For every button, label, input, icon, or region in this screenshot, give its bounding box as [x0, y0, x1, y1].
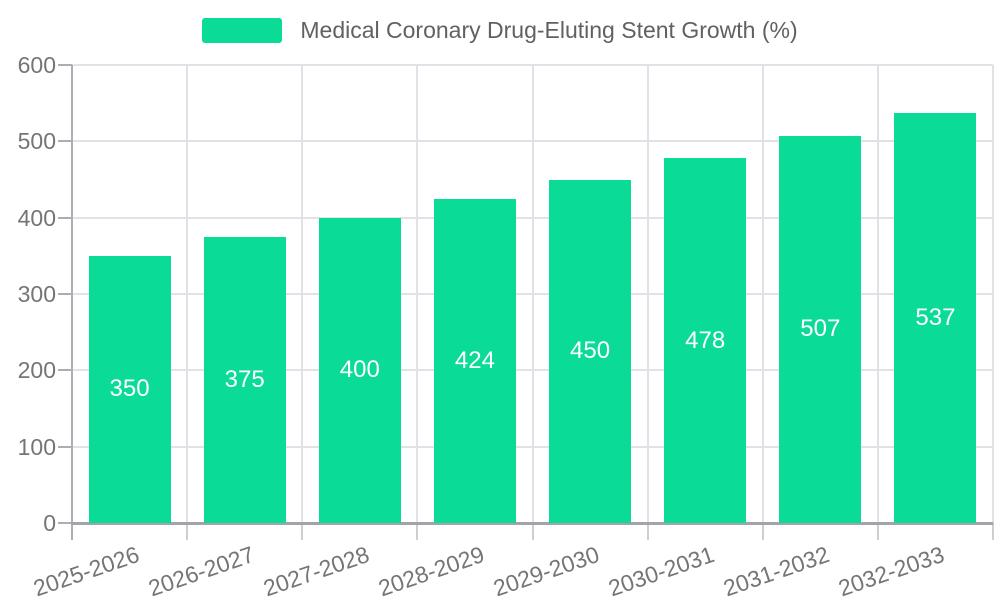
- y-axis-tick: [58, 64, 72, 66]
- bar[interactable]: 424: [433, 199, 516, 523]
- legend-label[interactable]: Medical Coronary Drug-Eluting Stent Grow…: [300, 17, 798, 43]
- x-axis-tick-label: 2028-2029: [374, 541, 488, 600]
- y-axis-tick-label: 600: [17, 52, 56, 78]
- y-axis-tick-label: 500: [17, 128, 56, 155]
- x-axis-tick-label: 2025-2026: [29, 541, 143, 600]
- y-axis-tick-label: 100: [17, 433, 56, 460]
- y-axis-tick: [58, 140, 72, 143]
- gridline-vertical: [186, 65, 189, 523]
- gridline-vertical: [876, 65, 879, 523]
- bar[interactable]: 450: [549, 179, 632, 523]
- bar-value-label: 424: [454, 347, 495, 375]
- x-axis-tick-label: 2029-2030: [490, 541, 603, 600]
- y-axis-tick-label: 300: [17, 281, 56, 307]
- x-axis-tick: [876, 523, 879, 540]
- legend-swatch[interactable]: [202, 18, 283, 43]
- bar-value-label: 507: [800, 315, 841, 343]
- x-axis-tick: [761, 523, 764, 540]
- x-axis-tick-label: 2032-2033: [835, 541, 948, 600]
- bar-value-label: 450: [570, 337, 611, 365]
- bar[interactable]: 478: [664, 158, 747, 523]
- bar[interactable]: 400: [318, 217, 401, 523]
- x-axis-tick-label: 2026-2027: [144, 541, 258, 600]
- y-axis-tick-label: 200: [17, 357, 56, 384]
- x-axis-tick: [416, 523, 419, 540]
- gridline-vertical: [531, 65, 534, 523]
- bar-value-label: 350: [109, 375, 150, 403]
- y-axis-tick: [58, 522, 72, 524]
- bar[interactable]: 537: [894, 113, 977, 523]
- bar[interactable]: 350: [88, 255, 171, 523]
- y-axis-tick: [58, 445, 72, 448]
- y-axis-tick: [58, 369, 72, 372]
- x-axis-tick-label: 2031-2032: [720, 541, 833, 600]
- bar-value-label: 478: [685, 326, 726, 354]
- gridline-vertical: [761, 65, 764, 523]
- y-axis-line: [71, 65, 73, 523]
- gridline-vertical: [992, 65, 994, 523]
- y-axis-tick: [58, 293, 72, 295]
- x-axis-line: [71, 522, 993, 525]
- bar-value-label: 400: [339, 356, 380, 384]
- chart-legend[interactable]: Medical Coronary Drug-Eluting Stent Grow…: [0, 17, 1000, 44]
- x-axis-tick: [71, 523, 73, 540]
- y-axis-tick: [58, 216, 72, 219]
- y-axis-tick-label: 400: [17, 204, 56, 231]
- gridline-vertical: [416, 65, 419, 523]
- gridline-vertical: [301, 65, 304, 523]
- x-axis-tick: [646, 523, 649, 540]
- x-axis-tick: [992, 523, 994, 540]
- x-axis-tick: [301, 523, 304, 540]
- bar-value-label: 375: [224, 365, 265, 393]
- bar[interactable]: 507: [779, 135, 862, 523]
- x-axis-tick: [531, 523, 534, 540]
- bar[interactable]: 375: [203, 236, 286, 523]
- y-axis-tick-label: 0: [43, 510, 56, 536]
- gridline-vertical: [646, 65, 649, 523]
- x-axis-tick: [186, 523, 189, 540]
- x-axis-tick-label: 2027-2028: [259, 541, 373, 600]
- bar-value-label: 537: [915, 304, 956, 332]
- x-axis-tick-label: 2030-2031: [605, 541, 718, 600]
